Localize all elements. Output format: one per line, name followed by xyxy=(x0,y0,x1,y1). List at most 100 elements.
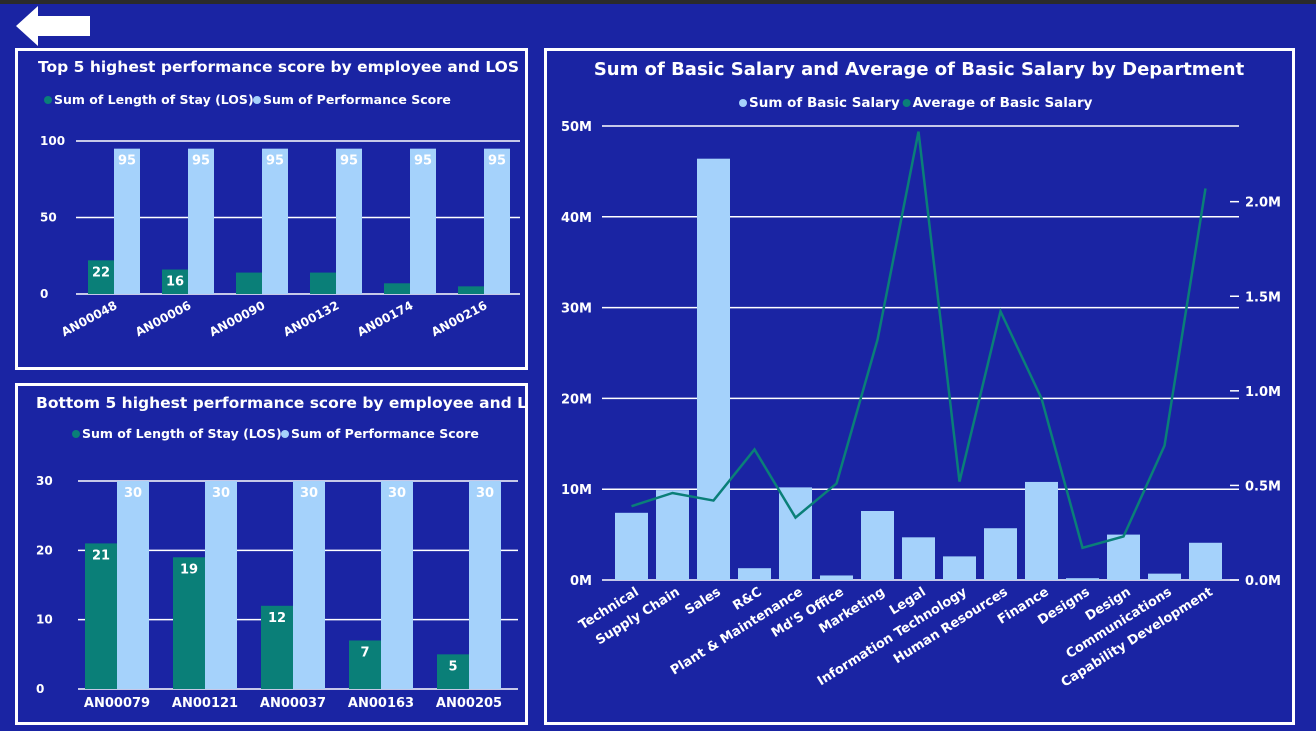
legend-label: Average of Basic Salary xyxy=(913,95,1093,111)
bar-los xyxy=(384,283,410,294)
y-tick-label: 50 xyxy=(40,211,57,225)
legend-marker xyxy=(253,96,261,104)
bar-sum-basic-salary xyxy=(820,575,853,580)
x-tick-label: AN00090 xyxy=(207,298,268,339)
y-tick-label: 10 xyxy=(36,613,53,627)
bar-performance xyxy=(262,148,288,294)
bar-sum-basic-salary xyxy=(943,556,976,580)
bottom-performance-chart: Bottom 5 highest performance score by em… xyxy=(15,383,528,725)
data-label: 19 xyxy=(180,562,198,577)
y-tick-label-left: 0M xyxy=(570,574,592,589)
x-tick-label: AN00174 xyxy=(355,298,416,339)
bar-los xyxy=(310,272,336,294)
data-label: 95 xyxy=(340,154,358,169)
bar-sum-basic-salary xyxy=(615,512,648,580)
data-label: 5 xyxy=(448,659,457,674)
data-label: 22 xyxy=(92,265,110,280)
bar-los xyxy=(349,640,381,689)
y-tick-label-right: 0.0M xyxy=(1245,574,1281,589)
y-tick-label-left: 40M xyxy=(561,211,592,226)
bar-performance xyxy=(114,148,140,294)
chart-title: Top 5 highest performance score by emplo… xyxy=(38,58,519,76)
legend-label: Sum of Length of Stay (LOS) xyxy=(82,426,282,441)
data-label: 30 xyxy=(124,486,142,501)
top-bar xyxy=(0,0,1316,4)
y-tick-label: 100 xyxy=(40,134,65,148)
data-label: 95 xyxy=(118,154,136,169)
bar-sum-basic-salary xyxy=(861,510,894,580)
x-tick-label: AN00037 xyxy=(260,696,326,711)
legend-label: Sum of Performance Score xyxy=(291,426,479,441)
bar-sum-basic-salary xyxy=(1107,534,1140,580)
bar-performance xyxy=(293,481,325,689)
bar-sum-basic-salary xyxy=(984,528,1017,580)
bar-performance xyxy=(381,481,413,689)
line-average-basic-salary xyxy=(631,131,1207,550)
data-label: 16 xyxy=(166,275,184,290)
bar-performance xyxy=(469,481,501,689)
bar-performance xyxy=(117,481,149,689)
bar-sum-basic-salary xyxy=(1025,481,1058,580)
data-label: 30 xyxy=(476,486,494,501)
legend-marker xyxy=(281,430,289,438)
legend-label: Sum of Length of Stay (LOS) xyxy=(54,92,254,107)
y-tick-label-right: 1.5M xyxy=(1245,290,1281,305)
legend-marker xyxy=(902,99,911,107)
back-button[interactable] xyxy=(14,4,92,48)
legend-marker xyxy=(739,99,747,107)
bar-sum-basic-salary xyxy=(779,487,812,580)
bar-sum-basic-salary xyxy=(1148,573,1181,580)
bar-los xyxy=(85,543,117,689)
bar-sum-basic-salary xyxy=(697,158,730,581)
bottom-performance-svg: Bottom 5 highest performance score by em… xyxy=(36,394,525,711)
y-tick-label: 0 xyxy=(36,682,44,696)
bar-los xyxy=(173,557,205,689)
data-label: 21 xyxy=(92,548,110,563)
bar-sum-basic-salary xyxy=(738,568,771,580)
bar-sum-basic-salary xyxy=(1066,578,1099,580)
legend-marker xyxy=(44,96,52,104)
bar-performance xyxy=(484,148,510,294)
data-label: 12 xyxy=(268,611,286,626)
bar-los xyxy=(261,605,293,689)
y-tick-label-right: 1.0M xyxy=(1245,385,1281,400)
salary-by-department-svg: Sum of Basic Salary and Average of Basic… xyxy=(561,59,1281,691)
y-tick-label: 0 xyxy=(40,287,48,301)
data-label: 95 xyxy=(488,154,506,169)
data-label: 30 xyxy=(388,486,406,501)
x-tick-label: AN00079 xyxy=(84,696,150,711)
bar-sum-basic-salary xyxy=(1189,542,1222,580)
x-tick-label: AN00205 xyxy=(436,696,502,711)
data-label: 95 xyxy=(192,154,210,169)
y-tick-label-left: 50M xyxy=(561,120,592,135)
y-tick-label: 20 xyxy=(36,543,53,557)
y-tick-label-left: 20M xyxy=(561,392,592,407)
y-tick-label: 30 xyxy=(36,474,53,488)
bar-los xyxy=(88,260,114,294)
bar-performance xyxy=(336,148,362,294)
x-tick-label: AN00121 xyxy=(172,696,238,711)
bar-los xyxy=(162,269,188,294)
top-performance-chart: Top 5 highest performance score by emplo… xyxy=(15,48,528,370)
chart-title: Sum of Basic Salary and Average of Basic… xyxy=(594,59,1245,80)
bar-los xyxy=(236,272,262,294)
y-tick-label-right: 2.0M xyxy=(1245,196,1281,211)
x-tick-label: AN00132 xyxy=(281,298,342,339)
bar-performance xyxy=(410,148,436,294)
x-tick-label: AN00216 xyxy=(429,298,490,339)
bar-performance xyxy=(188,148,214,294)
data-label: 7 xyxy=(360,645,369,660)
arrow-left-icon xyxy=(16,6,90,46)
data-label: 30 xyxy=(212,486,230,501)
bar-sum-basic-salary xyxy=(656,490,689,580)
legend-label: Sum of Performance Score xyxy=(263,92,451,107)
salary-by-department-chart: Sum of Basic Salary and Average of Basic… xyxy=(544,48,1295,725)
bar-performance xyxy=(205,481,237,689)
data-label: 95 xyxy=(266,154,284,169)
y-tick-label-left: 30M xyxy=(561,302,592,317)
x-tick-label: Sales xyxy=(682,585,723,619)
bar-los xyxy=(458,286,484,294)
y-tick-label-right: 0.5M xyxy=(1245,479,1281,494)
top-performance-svg: Top 5 highest performance score by emplo… xyxy=(38,58,520,339)
data-label: 30 xyxy=(300,486,318,501)
